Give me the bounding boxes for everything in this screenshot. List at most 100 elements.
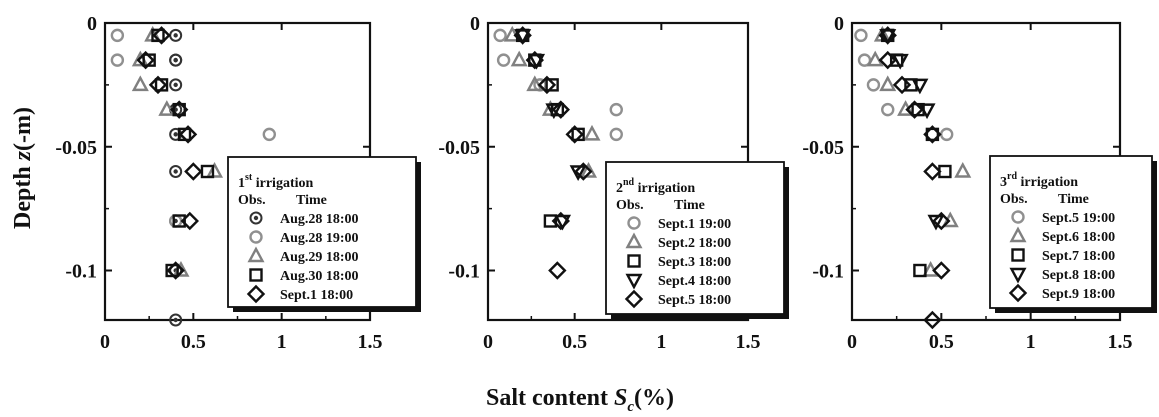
panel-2-point (548, 261, 567, 280)
x-axis-title: Salt content Sc(%) (486, 385, 674, 415)
panel-3-x-tick-label: 1.5 (1108, 331, 1133, 353)
panel-1-point (170, 100, 189, 119)
panel-1-point-inner (173, 169, 178, 174)
panel-3-y-tick-label: -0.1 (812, 261, 844, 283)
panel-2-x-tick-label: 0 (483, 331, 493, 353)
panel-1-point-shape (172, 102, 186, 117)
panel-3-point-shape (892, 75, 912, 95)
panel-2-point-shape (513, 26, 532, 45)
panel-1-point-inner (173, 57, 178, 63)
panel-2-legend-marker (624, 289, 644, 309)
panel-2-point (574, 162, 593, 181)
panel-1-point (262, 127, 276, 142)
panel-1-legend: 1st irrigation Obs. Time Aug.28 18:00 Aug.28… (227, 156, 421, 312)
panel-1-legend-marker-outer (249, 211, 263, 225)
y-axis-title: Depth z(-m) (10, 107, 36, 229)
panel-3-point-shape (881, 102, 895, 117)
panel-3-point (866, 50, 884, 67)
panel-1-legend-marker-shape (247, 246, 265, 263)
panel-2-y-tick-label: -0.05 (438, 137, 480, 159)
panel-1-point-outer (169, 78, 183, 92)
panel-1-point-shape (152, 26, 171, 45)
panel-3-point-shape (923, 310, 942, 330)
panel-3-point-shape (913, 263, 927, 278)
panel-1-x-tick-label: 1 (277, 331, 287, 353)
panel-1-point-inner (173, 33, 178, 38)
panel-1-legend-label: Sept.1 18:00 (280, 288, 353, 303)
panel-1-point-shape (110, 28, 125, 43)
panel-3-point (932, 261, 951, 280)
panel-1-point-inner (173, 132, 178, 137)
panel-2-point (537, 75, 557, 95)
panel-3-point (918, 103, 936, 120)
panel-3-legend-col-obs: Obs. (1000, 192, 1028, 207)
panel-2-point (525, 50, 544, 70)
panel-1-y-tick-label: -0.05 (55, 137, 97, 159)
panel-2-legend-title: 2nd irrigation (616, 177, 695, 196)
panel-1-legend-marker-shape (246, 284, 266, 304)
panel-3-series-1 (854, 28, 954, 142)
panel-2-point-shape (580, 161, 598, 178)
panel-3-legend-marker (1011, 210, 1025, 224)
panel-2-point-shape (548, 261, 567, 280)
panel-3-point (939, 127, 954, 142)
panel-1-point-shape (136, 50, 155, 70)
panel-3-legend-label: Sept.7 18:00 (1042, 249, 1115, 264)
panel-3-legend-title: 3rd irrigation (1000, 171, 1078, 190)
panel-3-series-5 (878, 26, 951, 330)
panel-1-legend-marker (249, 230, 263, 244)
panel-2-legend-marker-shape (624, 289, 644, 309)
panel-1-x-tick-label: 0.5 (181, 331, 206, 353)
panel-1-legend-marker (249, 268, 263, 282)
panel-3-y-tick-label: -0.05 (802, 137, 844, 159)
panel-2-point-shape (609, 102, 623, 117)
panel-2-point-shape (545, 103, 563, 120)
panel-3-legend-marker (1009, 226, 1027, 243)
panel-3-point (925, 127, 940, 142)
panel-3-point (923, 125, 942, 144)
panel-1-legend-marker (249, 211, 263, 225)
panel-1-legend-title: 1st irrigation (238, 172, 313, 191)
panel-3-point (854, 28, 868, 43)
panel-3-legend-label: Sept.8 18:00 (1042, 268, 1115, 283)
panel-3-point-shape (905, 100, 924, 119)
panel-1-point-shape (206, 161, 224, 178)
panel-3-point (881, 102, 895, 117)
panel-3-legend-marker-shape (1009, 226, 1027, 243)
panel-2-legend-marker (627, 254, 641, 268)
panel-2-point (526, 75, 544, 92)
panel-2-point-shape (510, 50, 528, 67)
panel-2-point-shape (526, 75, 544, 92)
panel-2-x-tick-label: 1.5 (736, 331, 761, 353)
panel-2-legend-label: Sept.3 18:00 (658, 255, 731, 270)
panel-2-legend-marker (625, 232, 643, 249)
panel-1-legend-marker-shape (249, 268, 263, 282)
panel-1-point (169, 28, 183, 42)
panel-3-point-shape (878, 26, 897, 45)
panel-3-legend-marker-shape (1011, 248, 1025, 262)
panel-2-legend: 2nd irrigation Obs. Time Sept.1 19:00 Sept.2… (605, 161, 789, 319)
panel-3-point-shape (854, 28, 868, 43)
panel-2-point-shape (609, 127, 623, 142)
panel-3-x-tick-label: 0 (847, 331, 857, 353)
panel-1-point-outer (169, 165, 183, 178)
panel-1-point (206, 161, 224, 178)
panel-1-legend-marker (246, 284, 266, 304)
panel-1-point (152, 26, 171, 45)
panel-2-point-shape (514, 29, 532, 45)
panel-2-point (551, 211, 570, 231)
panel-1-legend-col-time: Time (296, 193, 327, 208)
panel-1-legend-label: Aug.28 18:00 (280, 212, 359, 227)
panel-3-point (879, 75, 897, 92)
panel-2-legend-marker-shape (627, 254, 641, 268)
panel-3-point-shape (954, 161, 972, 178)
panel-2-legend-label: Sept.1 19:00 (658, 217, 731, 232)
panel-3-point-shape (918, 103, 936, 120)
panel-2-point-shape (551, 100, 570, 119)
panel-2-point (545, 103, 563, 120)
panel-2-point-shape (565, 125, 584, 144)
panel-3-series-4 (879, 29, 945, 231)
panel-2-point-shape (493, 28, 507, 43)
panel-2-point (551, 100, 570, 119)
